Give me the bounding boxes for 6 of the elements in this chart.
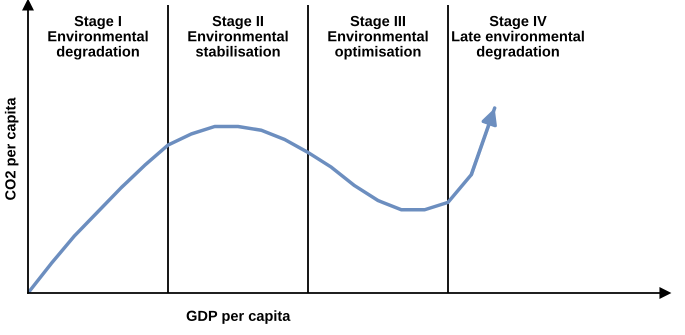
text: Stage IV Late environmental degradation [452,16,584,60]
text: Stage II Environmental stabilisation [188,16,288,57]
x-axis-title: GDP per capita [186,310,290,324]
y-axis-title: CO2 per capita [4,97,18,200]
text: Stage III Environmental optimisation [328,16,428,60]
text: Stage I Environmental degradation [48,16,148,60]
